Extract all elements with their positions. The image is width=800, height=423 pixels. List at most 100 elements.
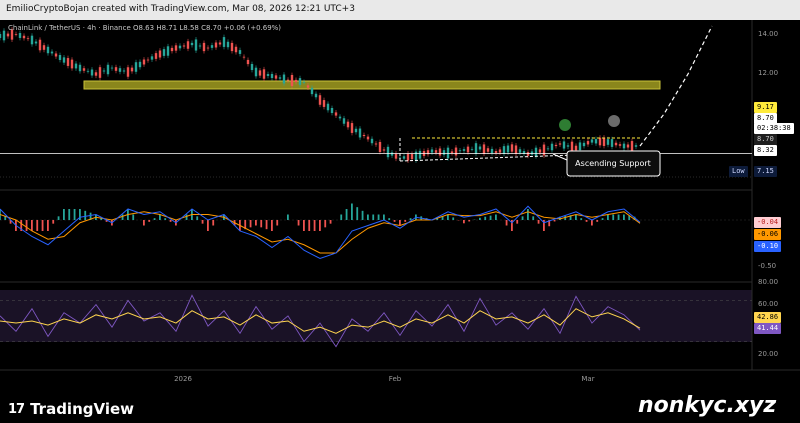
macd-histogram-bar <box>308 220 311 231</box>
macd-histogram-bar <box>548 220 551 227</box>
rsi-ma-line <box>0 308 641 334</box>
price-candle <box>486 148 490 152</box>
price-candle <box>414 151 418 161</box>
macd-histogram-bar <box>271 220 273 231</box>
price-candle <box>74 63 78 69</box>
price-candle <box>322 100 326 107</box>
close-price-tag: 8.70 <box>754 134 777 145</box>
price-candle <box>130 67 134 72</box>
macd-histogram-bar <box>73 209 76 220</box>
price-candle <box>42 45 46 50</box>
resistance-zone <box>83 80 661 90</box>
macd-histogram-bar <box>169 220 172 222</box>
price-candle <box>270 73 274 79</box>
tradingview-wordmark: TradingView <box>30 400 135 418</box>
macd-histogram-bar <box>148 220 151 222</box>
price-candle <box>534 147 538 157</box>
macd-histogram-bar <box>580 218 583 220</box>
price-candle <box>382 149 386 151</box>
price-candle <box>326 103 330 111</box>
price-candle <box>522 151 526 154</box>
price-candle <box>194 39 198 51</box>
macd-histogram-bar <box>244 220 247 230</box>
price-candle <box>206 47 210 49</box>
price-candle <box>490 148 494 154</box>
price-candle <box>146 59 150 61</box>
price-candle <box>126 67 130 77</box>
rsi-ma-tag: 42.86 <box>754 312 782 323</box>
price-candle <box>590 139 594 143</box>
price-candle <box>438 148 442 156</box>
price-candle <box>550 143 554 151</box>
macd-histogram-bar <box>25 220 28 231</box>
macd-histogram-bar <box>441 216 444 220</box>
price-candle <box>242 56 246 58</box>
price-candle <box>314 93 318 98</box>
macd-histogram-bar <box>79 209 81 220</box>
price-candle <box>90 69 94 76</box>
price-candle <box>258 70 262 76</box>
price-candle <box>578 142 582 151</box>
price-candle <box>154 53 158 59</box>
macd-histogram-bar <box>303 220 305 231</box>
annotation-box[interactable] <box>566 150 661 177</box>
annotation-pointer <box>552 153 568 161</box>
macd-histogram-bar <box>41 220 44 231</box>
price-candle <box>150 56 154 60</box>
macd-histogram-bar <box>356 207 359 220</box>
price-candle <box>226 41 230 48</box>
macd-histogram-bar <box>105 220 108 222</box>
price-candle <box>470 148 474 150</box>
macd-histogram-bar <box>585 220 588 222</box>
macd-histogram-bar <box>404 220 407 222</box>
price-candle <box>634 145 638 147</box>
price-candle <box>610 139 614 147</box>
chart-credit: EmilioCryptoBojan created with TradingVi… <box>6 4 355 14</box>
macd-histogram-bar <box>153 218 156 220</box>
macd-histogram-bar <box>537 220 540 224</box>
price-candle <box>122 70 126 72</box>
macd-histogram-bar <box>4 216 7 220</box>
price-candle <box>66 58 70 66</box>
price-tick: 12.00 <box>758 69 779 77</box>
price-candle <box>182 45 186 47</box>
annotation-label: Ascending Support <box>575 159 651 168</box>
price-candle <box>170 47 174 52</box>
macd-histogram-bar <box>36 220 39 231</box>
macd-histogram-bar <box>511 220 513 231</box>
projection-path <box>639 25 713 147</box>
rsi-line <box>0 294 641 348</box>
footer-bar <box>0 390 800 423</box>
macd-histogram-bar <box>255 220 257 226</box>
price-tick: 14.00 <box>758 30 779 38</box>
price-candle <box>254 67 258 77</box>
macd-histogram-bar <box>468 220 471 222</box>
low-price-tag: 7.15 <box>754 166 777 177</box>
price-candle <box>162 49 166 56</box>
price-candle <box>466 146 470 153</box>
macd-histogram-bar <box>591 220 593 226</box>
chart-canvas[interactable]: 2026 Feb Mar Ascending Support <box>0 0 800 390</box>
price-candle <box>222 37 226 47</box>
price-candle <box>246 59 250 65</box>
macd-histogram-bar <box>89 212 92 220</box>
price-candle <box>426 150 430 155</box>
macd-histogram-bar <box>617 214 620 220</box>
symbol-legend: ChainLink / TetherUS · 4h · Binance O8.6… <box>8 24 282 32</box>
price-candle <box>542 144 546 156</box>
price-candle <box>234 46 238 53</box>
macd-histogram-bar <box>543 220 545 231</box>
price-candle <box>174 45 178 51</box>
macd-histogram-bar <box>196 216 199 220</box>
price-candle <box>538 149 542 153</box>
macd-histogram-bar <box>516 220 519 224</box>
price-candle <box>158 50 162 58</box>
price-candle <box>498 149 502 153</box>
macd-line <box>0 205 641 260</box>
price-candle <box>298 78 302 85</box>
price-candle <box>358 128 362 138</box>
tradingview-logo[interactable]: 17 TradingView <box>8 400 134 418</box>
rsi-tick: 60.00 <box>758 300 779 308</box>
price-candle <box>474 143 478 154</box>
